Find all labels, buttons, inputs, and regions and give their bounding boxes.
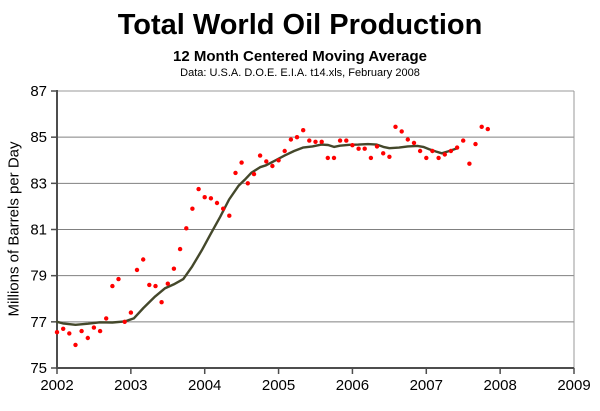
data-point	[184, 226, 189, 231]
data-point	[202, 195, 207, 200]
data-point	[159, 300, 164, 305]
data-point	[288, 137, 294, 142]
x-tick-label: 2006	[336, 377, 369, 394]
data-point	[350, 143, 355, 148]
data-point	[454, 145, 460, 150]
chart-source-note: Data: U.S.A. D.O.E. E.I.A. t14.xls, Febr…	[180, 67, 420, 79]
data-point	[97, 328, 103, 334]
data-point	[405, 137, 410, 142]
data-point	[171, 266, 177, 271]
data-point	[116, 276, 121, 282]
data-point	[214, 200, 220, 206]
x-tick-label: 2005	[262, 377, 295, 394]
data-point	[344, 138, 349, 143]
data-point	[54, 330, 60, 335]
chart-title: Total World Oil Production	[117, 9, 483, 41]
y-tick-label: 85	[30, 129, 47, 146]
y-tick-label: 77	[30, 314, 47, 331]
data-point	[177, 246, 183, 252]
data-point	[473, 141, 478, 147]
data-point	[270, 163, 275, 169]
x-tick-label: 2008	[483, 377, 516, 394]
data-point	[436, 155, 441, 161]
data-point	[411, 140, 417, 146]
data-point	[61, 326, 66, 331]
data-point	[91, 325, 97, 330]
data-point	[325, 155, 330, 161]
data-point	[374, 144, 380, 149]
y-tick-label: 81	[30, 222, 47, 239]
data-point	[190, 206, 195, 211]
data-point	[282, 148, 287, 154]
data-point	[485, 126, 490, 132]
data-point	[239, 160, 244, 165]
moving-average-line	[55, 142, 459, 326]
data-point	[337, 138, 343, 143]
data-point	[442, 152, 447, 157]
y-tick-label: 79	[30, 268, 47, 285]
data-point	[264, 159, 269, 164]
data-point	[356, 146, 361, 151]
data-point	[313, 139, 318, 144]
data-point	[448, 148, 454, 154]
data-point	[319, 139, 324, 144]
data-point	[417, 148, 423, 154]
data-point	[227, 213, 232, 218]
x-tick-label: 2009	[557, 377, 590, 394]
data-point	[196, 186, 201, 192]
data-point	[467, 161, 472, 166]
data-point	[67, 331, 72, 336]
data-point	[141, 257, 146, 262]
y-tick-label: 83	[30, 175, 47, 192]
y-tick-label: 75	[30, 360, 47, 377]
data-point	[85, 335, 91, 341]
data-point	[301, 128, 306, 133]
data-point	[147, 282, 152, 288]
data-point	[233, 170, 238, 176]
chart-subtitle: 12 Month Centered Moving Average	[173, 48, 427, 65]
data-point	[393, 124, 398, 129]
data-point	[479, 124, 484, 129]
data-point	[399, 129, 404, 134]
data-point	[257, 153, 263, 158]
data-point	[104, 316, 109, 321]
data-point	[276, 158, 281, 163]
data-point	[73, 342, 78, 348]
data-point	[461, 138, 466, 143]
data-point	[110, 283, 115, 289]
data-point	[387, 154, 392, 159]
data-point	[221, 206, 226, 211]
x-tick-label: 2003	[114, 377, 147, 394]
data-point	[208, 196, 214, 201]
data-point	[122, 319, 127, 324]
data-point	[331, 155, 337, 161]
x-tick-label: 2007	[410, 377, 443, 394]
x-tick-label: 2004	[188, 377, 221, 394]
data-point	[128, 310, 134, 315]
data-point	[165, 281, 170, 286]
data-point	[362, 146, 367, 151]
data-point	[430, 148, 435, 154]
data-point	[294, 135, 300, 140]
data-point	[153, 283, 158, 289]
data-point	[424, 155, 429, 161]
y-tick-label: 87	[30, 83, 47, 100]
data-point	[381, 151, 386, 156]
data-point	[251, 171, 257, 177]
data-point	[79, 328, 84, 334]
x-tick-label: 2002	[40, 377, 73, 394]
data-point	[368, 155, 374, 161]
data-point	[307, 138, 312, 143]
data-point	[245, 181, 250, 186]
data-point	[134, 267, 140, 273]
